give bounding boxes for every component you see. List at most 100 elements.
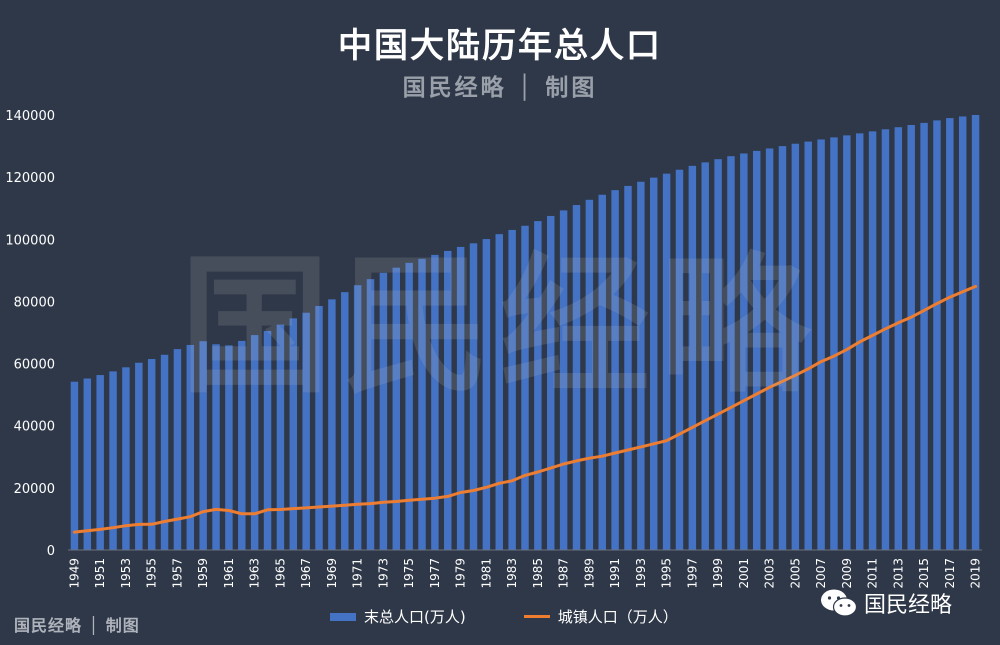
bar-1968 — [315, 305, 323, 550]
wechat-label: 国民经略 — [864, 593, 953, 618]
chart-subtitle: 国民经略 │ 制图 — [402, 74, 598, 101]
legend-label-total: 末总人口(万人) — [364, 608, 466, 626]
bar-2011 — [868, 131, 877, 550]
bar-2008 — [830, 137, 838, 550]
bar-2016 — [933, 120, 941, 550]
x-tick-label: 1959 — [196, 558, 210, 589]
x-tick-label: 2005 — [788, 558, 802, 589]
bar-2004 — [778, 146, 787, 551]
bar-2000 — [727, 156, 735, 550]
bar-2009 — [843, 135, 851, 550]
bar-1974 — [392, 267, 401, 550]
y-tick-label: 80000 — [14, 295, 55, 310]
bar-1964 — [263, 330, 272, 550]
x-tick-label: 1999 — [711, 558, 725, 589]
bar-1977 — [431, 254, 439, 550]
bar-1986 — [547, 215, 555, 550]
y-tick-label: 0 — [47, 544, 55, 559]
x-tick-label: 1989 — [582, 558, 596, 589]
bar-1996 — [675, 169, 684, 550]
legend-item-total: 末总人口(万人) — [330, 606, 466, 627]
bar-2015 — [920, 122, 928, 550]
x-tick-label: 2009 — [840, 558, 854, 589]
x-tick-label: 1961 — [222, 558, 236, 589]
bar-1955 — [147, 359, 156, 550]
wechat-badge: 国民经略 — [820, 587, 952, 619]
x-tick-label: 1993 — [634, 558, 648, 589]
bar-2012 — [881, 129, 890, 550]
x-tick-label: 1967 — [299, 558, 313, 589]
y-tick-label: 120000 — [5, 171, 55, 186]
y-tick-label: 100000 — [5, 233, 55, 248]
bar-1950 — [83, 378, 92, 550]
legend-bar-swatch — [330, 612, 356, 621]
y-tick-label: 20000 — [14, 482, 55, 497]
bar-1999 — [714, 159, 722, 551]
bar-1995 — [662, 173, 671, 551]
bar-2017 — [946, 118, 954, 551]
bar-1983 — [508, 229, 516, 550]
bar-2002 — [752, 150, 761, 550]
x-tick-label: 1969 — [325, 558, 339, 589]
x-tick-label: 2001 — [737, 558, 751, 589]
bar-1967 — [302, 312, 310, 550]
bar-1998 — [701, 162, 709, 551]
bar-1979 — [456, 246, 465, 550]
x-tick-label: 1991 — [608, 558, 622, 589]
x-tick-label: 1951 — [93, 558, 107, 589]
x-tick-label: 1957 — [170, 558, 184, 589]
bar-1985 — [534, 221, 542, 550]
x-tick-label: 1985 — [531, 558, 545, 589]
bar-1961 — [225, 345, 233, 550]
bar-1975 — [405, 262, 413, 550]
x-tick-label: 2013 — [891, 558, 905, 589]
bar-2003 — [765, 148, 774, 550]
bar-1962 — [238, 340, 246, 550]
x-tick-label: 1983 — [505, 558, 519, 589]
x-tick-label: 2019 — [969, 558, 983, 589]
x-tick-label: 2011 — [866, 558, 880, 589]
bar-2006 — [804, 141, 812, 551]
bar-1981 — [482, 239, 491, 550]
x-tick-label: 1981 — [479, 558, 493, 589]
x-tick-label: 1997 — [685, 558, 699, 589]
bar-1989 — [585, 199, 594, 551]
bar-1987 — [559, 210, 568, 550]
bar-1976 — [418, 258, 426, 550]
legend-item-urban: 城镇人口（万人） — [523, 606, 678, 627]
legend-label-urban: 城镇人口（万人） — [557, 608, 678, 626]
x-tick-label: 1973 — [376, 558, 390, 589]
bar-2005 — [791, 143, 800, 551]
bar-1991 — [611, 190, 619, 550]
chart-legend: 末总人口(万人) 城镇人口（万人） — [330, 606, 736, 627]
bar-1969 — [328, 299, 336, 550]
bar-1949 — [70, 381, 79, 550]
bar-2019 — [971, 114, 980, 550]
bar-1973 — [379, 272, 388, 550]
bar-1954 — [135, 362, 143, 550]
bar-1963 — [250, 335, 259, 550]
x-tick-label: 1963 — [248, 558, 262, 589]
credit-text: 国民经略 │ 制图 — [14, 616, 140, 635]
x-tick-label: 2003 — [763, 558, 777, 589]
bar-1965 — [276, 324, 285, 550]
bar-1988 — [572, 205, 581, 550]
x-tick-label: 1979 — [454, 558, 468, 589]
urban-population-line — [72, 284, 978, 534]
bar-2014 — [907, 124, 915, 551]
y-tick-label: 140000 — [5, 109, 55, 124]
bar-1992 — [624, 185, 632, 550]
bar-1952 — [109, 371, 117, 550]
bar-1957 — [173, 349, 182, 550]
bar-1960 — [212, 344, 220, 550]
x-tick-label: 1955 — [145, 558, 159, 589]
x-tick-label: 2007 — [814, 558, 828, 589]
x-tick-label: 1965 — [273, 558, 287, 589]
bar-1956 — [160, 354, 169, 550]
x-tick-label: 1977 — [428, 558, 442, 589]
bar-1970 — [341, 292, 349, 550]
bar-1984 — [521, 225, 529, 550]
x-tick-label: 1949 — [67, 558, 81, 589]
bar-1990 — [598, 194, 606, 550]
